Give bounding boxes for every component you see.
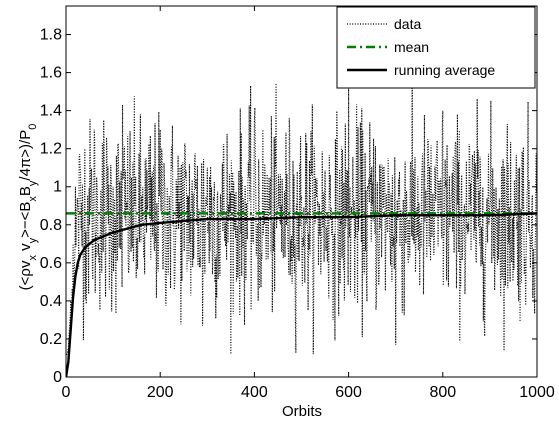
y-label-sub: y [27,237,39,243]
x-axis-label: Orbits [282,403,322,420]
series-layer [66,59,537,377]
y-tick-label: 0.8 [40,217,62,234]
x-tick-label: 800 [429,384,456,401]
legend-label-mean: mean [394,39,429,55]
x-tick-label: 1000 [519,384,555,401]
legend-label-running-average: running average [394,62,495,78]
y-tick-label: 0.2 [40,331,62,348]
y-label-part: (<ρv [17,260,34,290]
legend: data mean running average [336,6,536,89]
y-tick-label: 0.6 [40,255,62,272]
y-tick-label: 1 [53,179,62,196]
y-label-part: /4π>)/P [17,130,34,181]
y-label-part: v [17,243,34,255]
x-tick-label: 200 [147,384,174,401]
axes-layer [65,5,538,378]
legend-label-data: data [394,16,421,32]
x-tick-label: 400 [241,384,268,401]
x-tick-label: 600 [335,384,362,401]
y-tick-label: 1.6 [40,65,62,82]
y-label-sub: x [27,255,39,261]
y-tick-label: 1.8 [40,27,62,44]
series-running-average-line [66,212,537,377]
x-tick-label: 0 [62,384,71,401]
y-tick-label: 1.4 [40,103,62,120]
y-label-part: B [17,186,34,196]
y-tick-label: 0 [53,369,62,386]
y-axis-label: (<ρvx vy>−<BxBy/4π>)/P0 [17,124,39,291]
ticks-layer: 0 200 400 600 800 1000 0 0.2 0.4 0.6 0.8 1 1.2 1.4 1.6… [40,6,555,401]
y-label-sub: y [27,180,39,186]
y-label-sub: x [27,196,39,202]
series-data-line [66,59,537,355]
y-label-part: >−<B [17,202,34,238]
y-tick-label: 0.4 [40,293,62,310]
y-tick-label: 1.2 [40,141,62,158]
y-label-sub: 0 [27,124,39,130]
clipped-series [66,59,537,377]
axes-frame [65,5,538,378]
